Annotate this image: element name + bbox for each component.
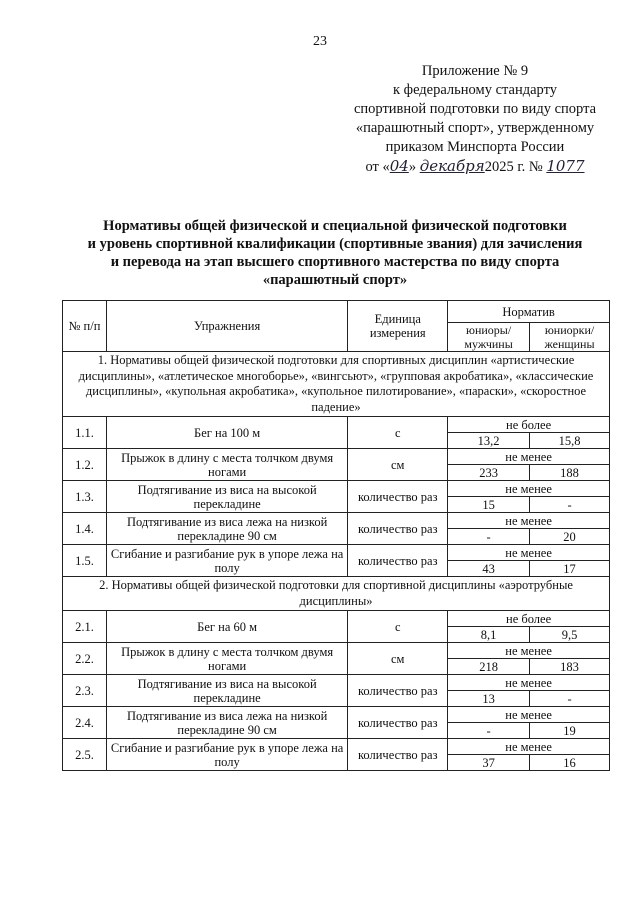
title-line: и уровень спортивной квалификации (спорт… <box>87 236 583 252</box>
standards-table: № п/п Упражнения Единица измерения Норма… <box>62 300 610 771</box>
row-men-value: - <box>447 722 531 739</box>
row-men-value: 15 <box>447 496 531 513</box>
table-row: 1.1. Бег на 100 м с не более <box>62 416 610 449</box>
row-women-value: 19 <box>529 722 610 739</box>
row-condition: не менее <box>447 512 610 529</box>
row-num: 1.1. <box>62 416 107 449</box>
row-unit: с <box>347 610 449 643</box>
row-unit: количество раз <box>347 674 449 707</box>
handwritten-month: декабря <box>419 157 485 175</box>
title-line: Нормативы общей физической и специальной… <box>103 218 567 234</box>
table-row: 1.5. Сгибание и разгибание рук в упоре л… <box>62 544 610 577</box>
title-line: и перевода на этап высшего спортивного м… <box>110 254 560 270</box>
header-unit: Единица измерения <box>347 300 449 352</box>
row-exercise: Бег на 60 м <box>105 610 349 643</box>
row-condition: не менее <box>447 480 610 497</box>
row-condition: не менее <box>447 448 610 465</box>
row-num: 1.4. <box>62 512 107 545</box>
row-condition: не менее <box>447 642 610 659</box>
appendix-header: Приложение № 9 к федеральному стандарту … <box>330 62 620 177</box>
appendix-line: спортивной подготовки по виду спорта <box>353 101 597 117</box>
table-row: 2.2. Прыжок в длину с места толчком двум… <box>62 642 610 675</box>
date-quote: » <box>408 159 417 175</box>
appendix-line: Приложение № 9 <box>421 63 529 79</box>
title-line: «парашютный спорт» <box>262 272 408 288</box>
row-condition: не менее <box>447 674 610 691</box>
row-num: 1.5. <box>62 544 107 577</box>
row-men-value: 218 <box>447 658 531 675</box>
row-women-value: 20 <box>529 528 610 545</box>
row-condition: не более <box>447 416 610 433</box>
row-men-value: 13,2 <box>447 432 531 449</box>
document-title: Нормативы общей физической и специальной… <box>60 217 610 289</box>
handwritten-number: 1077 <box>546 157 585 175</box>
row-exercise: Прыжок в длину с места толчком двумя ног… <box>105 448 349 481</box>
handwritten-day: 04 <box>389 157 409 175</box>
row-num: 1.2. <box>62 448 107 481</box>
row-exercise: Бег на 100 м <box>105 416 349 449</box>
appendix-line: «парашютный спорт», утвержденному <box>355 120 595 136</box>
row-condition: не менее <box>447 544 610 561</box>
section-title: 2. Нормативы общей физической подготовки… <box>62 576 610 611</box>
row-num: 1.3. <box>62 480 107 513</box>
header-num: № п/п <box>62 300 107 352</box>
row-exercise: Подтягивание из виса лежа на низкой пере… <box>105 706 349 739</box>
header-exercise: Упражнения <box>105 300 349 352</box>
row-unit: количество раз <box>347 512 449 545</box>
header-men: юниоры/ мужчины <box>447 322 531 352</box>
row-men-value: 43 <box>447 560 531 577</box>
row-unit: количество раз <box>347 706 449 739</box>
table-row: 2.3. Подтягивание из виса на высокой пер… <box>62 674 610 707</box>
row-exercise: Прыжок в длину с места толчком двумя ног… <box>105 642 349 675</box>
row-men-value: 8,1 <box>447 626 531 643</box>
row-condition: не более <box>447 610 610 627</box>
page-number: 23 <box>313 34 327 49</box>
table-row: 1.2. Прыжок в длину с места толчком двум… <box>62 448 610 481</box>
row-women-value: 16 <box>529 754 610 771</box>
row-women-value: 17 <box>529 560 610 577</box>
row-unit: см <box>347 642 449 675</box>
row-condition: не менее <box>447 706 610 723</box>
table-row: 2.1. Бег на 60 м с не более <box>62 610 610 643</box>
row-women-value: 183 <box>529 658 610 675</box>
row-exercise: Подтягивание из виса лежа на низкой пере… <box>105 512 349 545</box>
table-row: 2.5. Сгибание и разгибание рук в упоре л… <box>62 738 610 771</box>
row-num: 2.2. <box>62 642 107 675</box>
header-norm: Норматив <box>447 300 610 323</box>
row-num: 2.4. <box>62 706 107 739</box>
row-exercise: Подтягивание из виса на высокой переклад… <box>105 480 349 513</box>
row-exercise: Сгибание и разгибание рук в упоре лежа н… <box>105 738 349 771</box>
row-unit: количество раз <box>347 738 449 771</box>
row-num: 2.5. <box>62 738 107 771</box>
table-row: 1.4. Подтягивание из виса лежа на низкой… <box>62 512 610 545</box>
date-year: 2025 г. № <box>484 159 543 175</box>
row-unit: см <box>347 448 449 481</box>
row-women-value: 188 <box>529 464 610 481</box>
row-men-value: 233 <box>447 464 531 481</box>
row-exercise: Сгибание и разгибание рук в упоре лежа н… <box>105 544 349 577</box>
section-title: 1. Нормативы общей физической подготовки… <box>62 351 610 417</box>
row-men-value: 13 <box>447 690 531 707</box>
table-row: 1.3. Подтягивание из виса на высокой пер… <box>62 480 610 513</box>
date-prefix: от « <box>365 159 390 175</box>
row-women-value: 9,5 <box>529 626 610 643</box>
appendix-line: приказом Минспорта России <box>385 139 565 155</box>
row-unit: количество раз <box>347 480 449 513</box>
row-men-value: 37 <box>447 754 531 771</box>
header-women: юниорки/ женщины <box>529 322 610 352</box>
row-unit: с <box>347 416 449 449</box>
row-women-value: - <box>529 496 610 513</box>
row-num: 2.1. <box>62 610 107 643</box>
row-num: 2.3. <box>62 674 107 707</box>
row-women-value: 15,8 <box>529 432 610 449</box>
row-men-value: - <box>447 528 531 545</box>
row-unit: количество раз <box>347 544 449 577</box>
row-women-value: - <box>529 690 610 707</box>
table-row: 2.4. Подтягивание из виса лежа на низкой… <box>62 706 610 739</box>
appendix-line: к федеральному стандарту <box>393 82 557 98</box>
row-condition: не менее <box>447 738 610 755</box>
row-exercise: Подтягивание из виса на высокой переклад… <box>105 674 349 707</box>
order-date-line: от «04» декабря2025 г. № 1077 <box>330 157 620 177</box>
